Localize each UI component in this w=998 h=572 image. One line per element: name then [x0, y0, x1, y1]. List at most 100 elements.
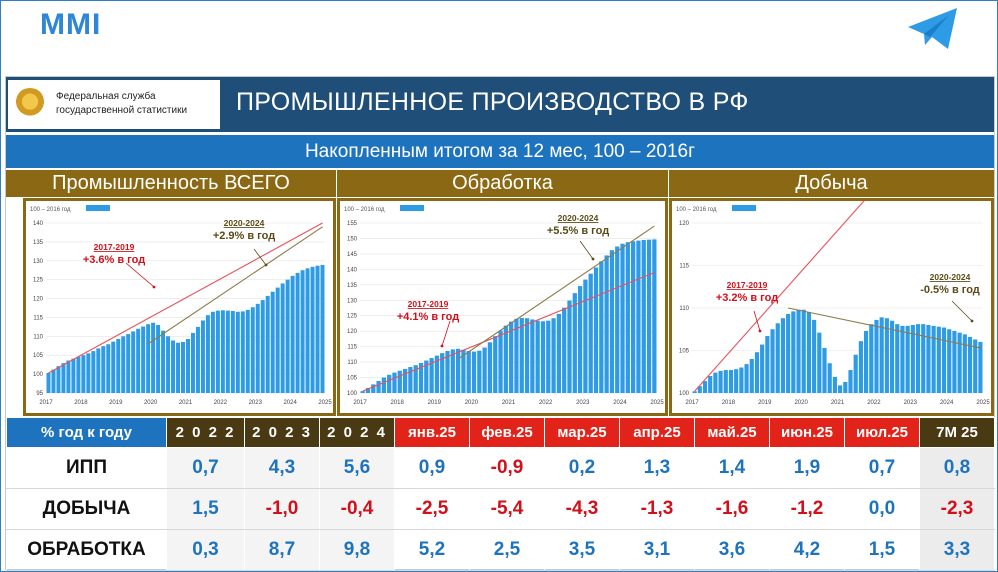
- x-tick-label: 2022: [539, 400, 553, 406]
- legend-swatch: [86, 205, 110, 211]
- bar: [461, 349, 466, 393]
- x-tick-label: 2020: [794, 400, 808, 406]
- brand-logo[interactable]: MMI: [40, 8, 102, 41]
- bar: [230, 311, 235, 393]
- bar: [843, 381, 848, 393]
- legend-swatch: [400, 205, 424, 211]
- col-year: 2 0 2 3: [244, 417, 320, 448]
- bar: [519, 317, 524, 393]
- legend-label: 100 – 2016 год: [344, 207, 385, 213]
- telegram-icon[interactable]: [905, 6, 961, 52]
- table-cell: 0,8: [919, 447, 995, 489]
- bar: [941, 327, 947, 393]
- annotation-arrow-head: [152, 285, 156, 289]
- bar: [440, 353, 445, 393]
- bar: [245, 309, 250, 393]
- bar: [81, 355, 86, 393]
- bar: [952, 330, 957, 393]
- y-tick-label: 155: [347, 221, 358, 227]
- table-cell: -2,5: [394, 488, 470, 530]
- subtitle-bar: Накопленным итогом за 12 мес, 100 – 2016…: [6, 135, 994, 168]
- bar: [305, 268, 310, 393]
- annotation-period: 2017-2019: [408, 299, 449, 309]
- bar: [572, 293, 577, 393]
- table-cell: -5,4: [469, 488, 545, 530]
- annotation-arrow-head: [758, 329, 762, 333]
- bar: [76, 356, 81, 393]
- bar: [190, 332, 195, 393]
- bar: [915, 324, 921, 393]
- y-tick-label: 105: [347, 376, 358, 382]
- page-title: ПРОМЫШЛЕННОЕ ПРОИЗВОДСТВО В РФ: [236, 88, 749, 116]
- y-tick-label: 125: [347, 314, 358, 320]
- table-cell: -4,3: [544, 488, 620, 530]
- bar: [796, 309, 801, 393]
- x-tick-label: 2024: [283, 400, 297, 406]
- bar: [86, 353, 91, 393]
- bar: [106, 344, 111, 393]
- bar: [477, 350, 482, 393]
- annotation-arrow: [125, 262, 155, 288]
- table-cell: 9,8: [319, 529, 395, 571]
- bar: [599, 261, 604, 393]
- y-tick-label: 130: [33, 259, 44, 265]
- chart-total: 100 – 2016 год 95 100 105 110 115 120 125 130 135…: [23, 198, 336, 416]
- logo-line-1: Федеральная служба: [56, 91, 156, 102]
- x-tick-label: 2022: [214, 400, 228, 406]
- bar: [376, 380, 381, 393]
- x-tick-label: 2018: [722, 400, 736, 406]
- bar: [884, 318, 889, 393]
- table-cell: -2,3: [919, 488, 995, 530]
- table-cell: -1,2: [769, 488, 845, 530]
- bar: [205, 315, 210, 393]
- bar: [91, 351, 96, 393]
- bar: [280, 283, 285, 393]
- bar: [315, 265, 320, 393]
- bar: [116, 338, 121, 393]
- bar: [482, 347, 487, 393]
- bar: [285, 279, 290, 393]
- y-tick-label: 100: [679, 391, 690, 397]
- rosstat-logo: Федеральная служба государственной стати…: [8, 80, 220, 129]
- bar: [320, 264, 325, 393]
- panel-title-total: Промышленность ВСЕГО: [6, 170, 336, 197]
- annotation-arrow-head: [970, 319, 974, 323]
- table-cell: 5,6: [319, 447, 395, 489]
- annotation-rate: +5.5% в год: [547, 225, 609, 237]
- x-tick-label: 2021: [179, 400, 193, 406]
- bar: [176, 342, 181, 393]
- table-cell: 8,7: [244, 529, 320, 571]
- bar: [832, 376, 837, 393]
- table-cell: 1,4: [694, 447, 770, 489]
- bar: [166, 336, 171, 393]
- table-cell: -1,6: [694, 488, 770, 530]
- table-cell: 1,3: [619, 447, 695, 489]
- table-cell: 1,5: [844, 529, 920, 571]
- table-cell: 3,1: [619, 529, 695, 571]
- x-tick-label: 2022: [867, 400, 881, 406]
- bar: [101, 346, 106, 393]
- annotation-arrow: [253, 248, 267, 266]
- bar: [562, 307, 567, 393]
- table-cell: -1,0: [244, 488, 320, 530]
- bar: [471, 351, 477, 393]
- y-tick-label: 110: [679, 306, 689, 312]
- bar: [692, 391, 697, 393]
- bar: [853, 354, 858, 393]
- y-tick-label: 130: [347, 298, 358, 304]
- bar: [397, 370, 402, 393]
- annotation-rate: +2.9% в год: [213, 230, 275, 242]
- bar: [265, 295, 270, 393]
- x-tick-label: 2023: [576, 400, 590, 406]
- x-tick-label: 2020: [465, 400, 479, 406]
- table-row: ДОБЫЧА 1,5 -1,0 -0,4 -2,5 -5,4 -4,3 -1,3 -1,6 -1,…: [6, 488, 995, 530]
- table-cell: 0,0: [844, 488, 920, 530]
- bar: [556, 313, 562, 393]
- bar: [146, 324, 151, 393]
- bar: [760, 344, 765, 393]
- y-tick-label: 100: [347, 391, 358, 397]
- y-tick-label: 105: [33, 353, 44, 359]
- table-cell: -0,4: [319, 488, 395, 530]
- bar: [434, 355, 440, 393]
- bar: [96, 348, 101, 393]
